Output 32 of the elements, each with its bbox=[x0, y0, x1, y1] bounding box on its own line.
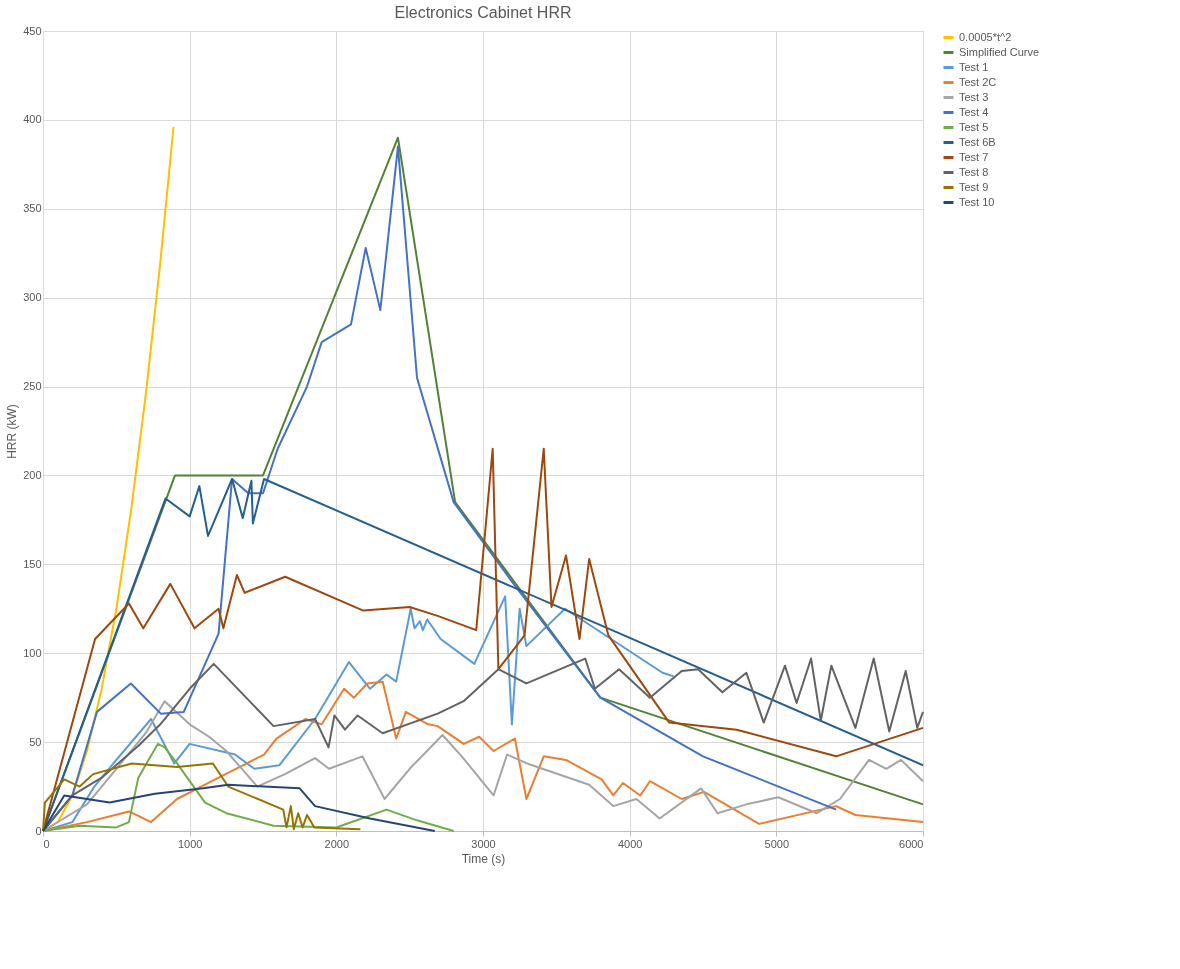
y-tick-label: 300 bbox=[23, 291, 42, 304]
y-tick-label: 150 bbox=[23, 557, 42, 570]
legend-label: Test 1 bbox=[959, 60, 989, 73]
x-tick-label: 1000 bbox=[177, 837, 203, 850]
legend-label: Test 10 bbox=[959, 195, 995, 208]
legend-label: Test 2C bbox=[959, 75, 997, 88]
y-tick-label: 450 bbox=[23, 24, 42, 37]
legend-label: Test 5 bbox=[959, 120, 989, 133]
x-tick-label: 0 bbox=[43, 837, 50, 850]
y-tick-label: 200 bbox=[23, 468, 42, 481]
legend-label: Simplified Curve bbox=[959, 45, 1040, 58]
y-tick-label: 50 bbox=[29, 735, 42, 748]
legend-label: Test 7 bbox=[959, 150, 989, 163]
legend-label: Test 8 bbox=[959, 165, 989, 178]
legend-label: Test 9 bbox=[959, 180, 989, 193]
legend-label: Test 4 bbox=[959, 105, 989, 118]
y-tick-label: 0 bbox=[35, 824, 42, 837]
y-tick-label: 350 bbox=[23, 202, 42, 215]
y-axis-title: HRR (kW) bbox=[5, 404, 20, 459]
legend-label: Test 3 bbox=[959, 90, 989, 103]
legend-label: Test 6B bbox=[959, 135, 996, 148]
x-tick-label: 3000 bbox=[471, 837, 496, 850]
x-tick-label: 2000 bbox=[324, 837, 350, 850]
y-tick-label: 100 bbox=[23, 646, 42, 659]
y-tick-label: 250 bbox=[23, 380, 42, 393]
x-tick-label: 5000 bbox=[764, 837, 790, 850]
x-axis-title: Time (s) bbox=[461, 851, 506, 866]
chart-title: Electronics Cabinet HRR bbox=[394, 4, 572, 21]
x-tick-label: 6000 bbox=[899, 837, 924, 850]
y-tick-label: 400 bbox=[23, 113, 42, 126]
x-tick-label: 4000 bbox=[617, 837, 643, 850]
legend-label: 0.0005*t^2 bbox=[959, 30, 1012, 43]
